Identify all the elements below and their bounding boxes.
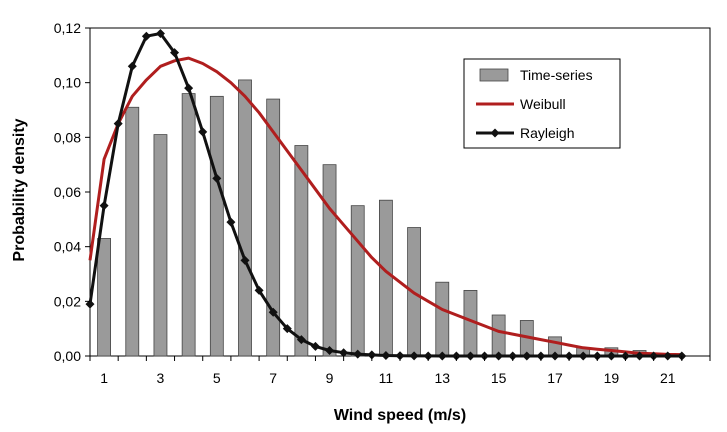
bar bbox=[266, 98, 281, 357]
rayleigh-marker bbox=[212, 173, 222, 183]
rayleigh-marker bbox=[325, 346, 335, 356]
y-tick-label: 0,08 bbox=[54, 129, 81, 145]
x-tick-label: 7 bbox=[269, 370, 277, 386]
rayleigh-marker bbox=[113, 119, 123, 129]
rayleigh-marker bbox=[254, 285, 264, 295]
rayleigh-marker bbox=[381, 350, 391, 360]
rayleigh-marker bbox=[578, 351, 588, 361]
bar-series bbox=[97, 79, 675, 357]
y-tick-label: 0,04 bbox=[54, 239, 81, 255]
bar bbox=[153, 134, 168, 357]
rayleigh-marker bbox=[226, 217, 236, 227]
bar bbox=[322, 164, 337, 357]
legend-label: Time-series bbox=[520, 67, 593, 83]
rayleigh-marker bbox=[494, 351, 504, 361]
y-tick-label: 0,00 bbox=[54, 348, 81, 364]
rayleigh-marker bbox=[155, 28, 165, 38]
y-axis-title: Probability density bbox=[11, 118, 28, 261]
axes: 0,000,020,040,060,080,100,121 3 5 7 9 11 13 15 1… bbox=[54, 20, 711, 386]
bar bbox=[238, 79, 252, 357]
rayleigh-marker bbox=[409, 351, 419, 361]
rayleigh-marker bbox=[296, 335, 306, 345]
x-tick-label: 3 bbox=[157, 370, 165, 386]
rayleigh-marker bbox=[635, 351, 645, 361]
rayleigh-marker bbox=[550, 351, 560, 361]
legend: Time-series Weibull Rayleigh bbox=[463, 58, 621, 149]
rayleigh-marker bbox=[353, 349, 363, 359]
x-tick-label: 13 bbox=[434, 370, 450, 386]
x-axis-title: Wind speed (m/s) bbox=[334, 407, 466, 424]
bar bbox=[97, 238, 111, 357]
x-tick-label: 15 bbox=[491, 370, 507, 386]
rayleigh-marker bbox=[663, 351, 673, 361]
rayleigh-marker bbox=[198, 127, 208, 137]
rayleigh-marker bbox=[99, 201, 109, 211]
x-tick-label: 19 bbox=[604, 370, 620, 386]
rayleigh-marker bbox=[141, 31, 151, 41]
rayleigh-marker bbox=[367, 350, 377, 360]
x-tick-label: 21 bbox=[660, 370, 676, 386]
line-series bbox=[85, 28, 687, 361]
rayleigh-marker bbox=[522, 351, 532, 361]
y-tick-label: 0,10 bbox=[54, 75, 81, 91]
bar bbox=[125, 106, 140, 357]
y-tick-label: 0,02 bbox=[54, 293, 81, 309]
weibull-line bbox=[88, 56, 682, 357]
rayleigh-marker bbox=[268, 307, 278, 317]
bar bbox=[435, 281, 450, 357]
rayleigh-marker bbox=[184, 83, 194, 93]
x-tick-label: 17 bbox=[547, 370, 563, 386]
legend-label: Rayleigh bbox=[520, 125, 574, 141]
bar bbox=[379, 199, 393, 357]
rayleigh-marker bbox=[423, 351, 433, 361]
bar bbox=[350, 205, 365, 357]
bar bbox=[209, 95, 224, 357]
x-tick-label: 5 bbox=[213, 370, 221, 386]
rayleigh-marker bbox=[606, 351, 616, 361]
rayleigh-marker bbox=[310, 341, 320, 351]
bar bbox=[294, 145, 309, 357]
rayleigh-marker bbox=[240, 255, 250, 265]
x-tick-label: 1 bbox=[100, 370, 108, 386]
rayleigh-marker bbox=[465, 351, 475, 361]
bar bbox=[491, 314, 506, 357]
y-tick-label: 0,06 bbox=[54, 184, 81, 200]
rayleigh-marker bbox=[339, 348, 349, 358]
x-tick-label: 9 bbox=[326, 370, 334, 386]
rayleigh-marker bbox=[282, 324, 292, 334]
x-tick-label: 11 bbox=[379, 370, 394, 386]
legend-swatch-time-series bbox=[479, 68, 509, 82]
bar bbox=[181, 93, 196, 357]
legend-label: Weibull bbox=[520, 96, 566, 112]
rayleigh-marker bbox=[437, 351, 447, 361]
rayleigh-marker bbox=[170, 48, 180, 58]
rayleigh-marker bbox=[395, 351, 405, 361]
y-tick-label: 0,12 bbox=[54, 20, 81, 36]
legend-marker-rayleigh bbox=[490, 128, 500, 138]
rayleigh-marker bbox=[127, 61, 137, 71]
